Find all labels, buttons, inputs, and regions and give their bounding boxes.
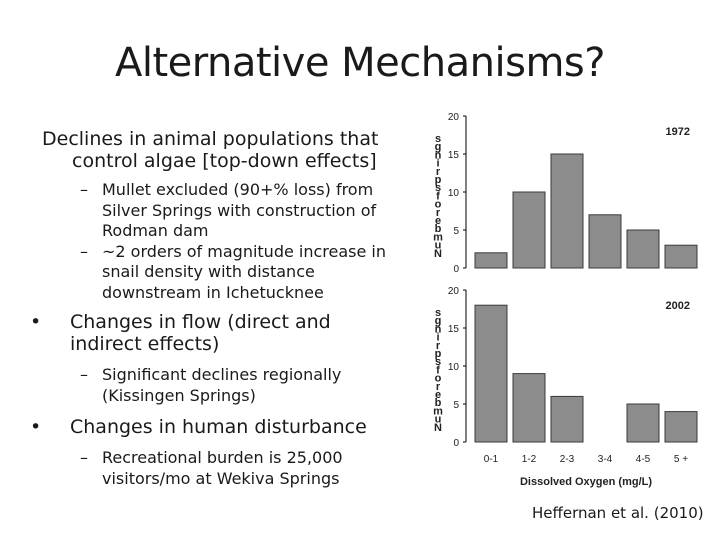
bar-1972-0-1: [474, 252, 508, 269]
bar-2002-4-5: [626, 403, 660, 443]
y-tick-label: 20: [448, 112, 460, 123]
citation: Heffernan et al. (2010): [532, 504, 704, 522]
slide-title: Alternative Mechanisms?: [115, 40, 605, 86]
sub-bullet-snail: – ~2 orders of magnitude increase in sna…: [30, 242, 400, 304]
x-tick-label: 4-5: [636, 454, 651, 465]
bar-1972-1-2: [512, 191, 546, 269]
bar-2002-0-1: [474, 304, 508, 443]
x-tick-label: 2-3: [560, 454, 575, 465]
sub-bullet-mullet-text: Mullet excluded (90+% loss) from Silver …: [102, 180, 377, 240]
sub-bullet-kissingen-text: Significant declines regionally (Kissing…: [102, 365, 342, 405]
bullet-marker: •: [30, 311, 42, 333]
chart-title: 1972: [666, 126, 690, 138]
bullet-marker: •: [30, 416, 42, 438]
sub-bullet-wekiva: – Recreational burden is 25,000 visitors…: [30, 448, 400, 489]
sub-bullet-wekiva-text: Recreational burden is 25,000 visitors/m…: [102, 448, 343, 488]
y-tick-label: 15: [448, 150, 460, 161]
sub-bullet-kissingen: – Significant declines regionally (Kissi…: [30, 365, 400, 406]
dissolved-oxygen-charts: 0 5 10 15 20 s g n i r p s f o r e b m u N 1972 0 5 10 15 20 s g n i r…: [433, 112, 698, 488]
bar-1972-2-3: [550, 153, 584, 269]
bar-2002-5 +: [664, 411, 698, 443]
bar-2002-1-2: [512, 373, 546, 443]
bullet-top-down: Declines in animal populations that cont…: [42, 128, 379, 172]
y-tick-label: 15: [448, 324, 460, 335]
bullet-human: • Changes in human disturbance: [30, 416, 400, 438]
y-tick-label: 5: [453, 226, 459, 237]
y-tick-label: 5: [453, 400, 459, 411]
bar-2002-2-3: [550, 395, 584, 443]
x-axis-label: Dissolved Oxygen (mg/L): [520, 476, 652, 488]
y-tick-label: 10: [448, 362, 460, 373]
x-tick-label: 1-2: [522, 454, 537, 465]
x-tick-label: 3-4: [598, 454, 613, 465]
bullet-flow-text: Changes in flow (direct and indirect eff…: [70, 311, 331, 355]
bar-1972-4-5: [626, 229, 660, 269]
bar-1972-3-4: [588, 214, 622, 269]
bullet-human-text: Changes in human disturbance: [70, 416, 367, 438]
y-tick-label: 0: [453, 264, 459, 275]
x-tick-label: 0-1: [484, 454, 499, 465]
dash-marker: –: [80, 365, 88, 384]
sub-bullet-snail-text: ~2 orders of magnitude increase in snail…: [102, 241, 387, 302]
bullet-flow: • Changes in flow (direct and indirect e…: [30, 311, 400, 355]
y-tick-label: 0: [453, 438, 459, 449]
y-tick-label: 20: [448, 286, 460, 297]
sub-bullet-mullet: – Mullet excluded (90+% loss) from Silve…: [30, 180, 400, 242]
y-tick-label: 10: [448, 188, 460, 199]
bullet-list: Declines in animal populations that cont…: [30, 128, 400, 489]
chart-title: 2002: [666, 300, 690, 312]
dash-marker: –: [80, 241, 88, 261]
bar-1972-5 +: [664, 244, 698, 269]
dash-marker: –: [80, 180, 88, 199]
dash-marker: –: [80, 448, 88, 467]
x-tick-label: 5 +: [674, 454, 688, 465]
